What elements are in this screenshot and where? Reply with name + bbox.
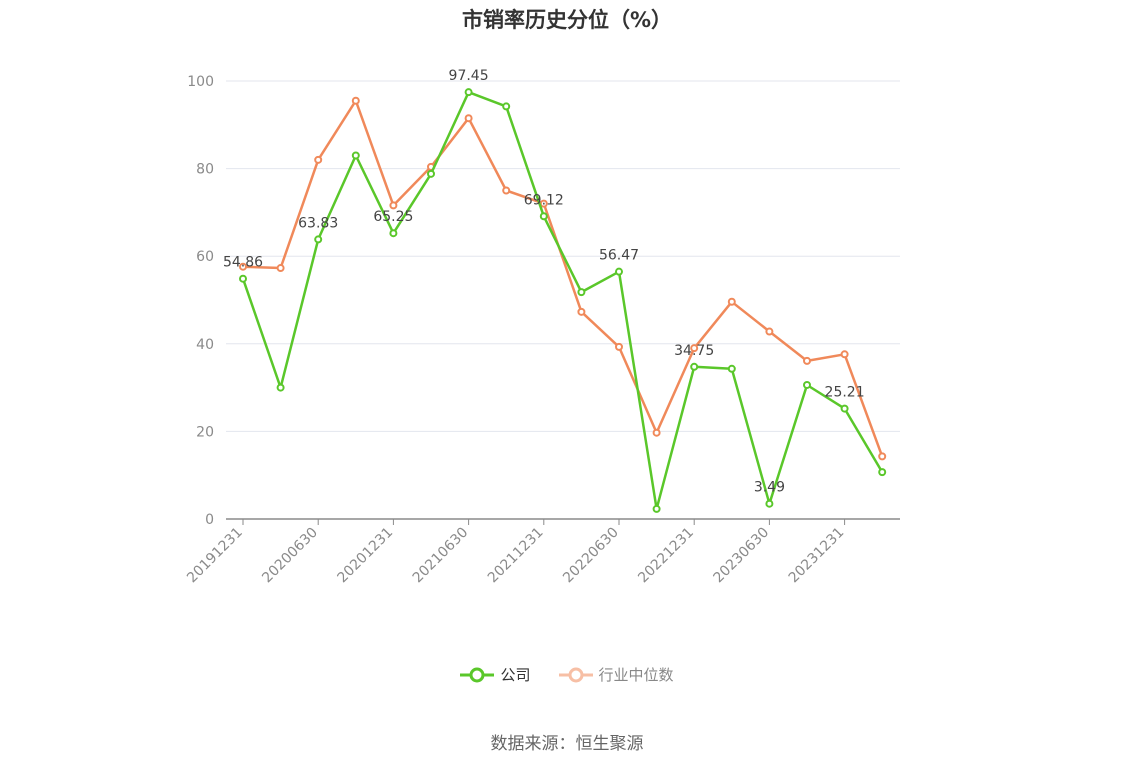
data-label-company-14: 3.49 [754,480,785,496]
y-tick-label-100: 100 [187,74,214,90]
source-text: 数据来源：恒生聚源 [490,734,644,754]
x-tick-label-20211231: 20211231 [485,525,547,587]
legend-label-industry-median: 行业中位数 [598,666,674,684]
data-point-industry-median-13[interactable] [727,297,736,306]
series-line-industry-median [242,99,884,457]
data-point-industry-median-6[interactable] [464,114,473,123]
data-point-company-14[interactable] [765,499,774,508]
data-point-company-10[interactable] [615,267,623,276]
x-tick-label-20220630: 20220630 [560,525,622,587]
legend-label-company: 公司 [500,666,531,684]
data-label-company-6: 97.45 [449,68,489,84]
data-point-company-7[interactable] [502,102,511,111]
data-point-company-0[interactable] [239,274,247,283]
data-point-industry-median-1[interactable] [276,264,285,273]
x-tick-label-20230630: 20230630 [711,525,773,587]
data-point-company-4[interactable] [389,229,398,238]
data-label-company-12: 34.75 [674,343,714,359]
x-tick-label-20210630: 20210630 [410,525,472,587]
y-tick-label-20: 20 [196,424,214,440]
x-tick-label-20231231: 20231231 [786,525,848,587]
data-point-industry-median-11[interactable] [652,428,661,437]
data-label-company-0: 54.86 [223,255,263,271]
series-line-company [241,90,884,511]
data-label-company-8: 69.12 [524,192,564,208]
data-point-company-6[interactable] [464,88,473,97]
y-tick-label-40: 40 [196,337,214,353]
data-point-industry-median-10[interactable] [615,342,623,351]
data-point-company-3[interactable] [351,151,360,160]
data-point-industry-median-14[interactable] [765,327,774,336]
data-point-company-5[interactable] [427,169,435,178]
legend-swatch-industry-median [558,667,593,682]
data-point-industry-median-17[interactable] [878,452,887,461]
data-point-company-13[interactable] [727,364,736,373]
data-point-industry-median-12[interactable] [690,344,699,353]
x-tick-label-20191231: 20191231 [184,525,246,587]
label-layer: 54.86 63.83 65.25 97.45 69.12 56.47 34.75 3.49 2… [223,68,865,496]
data-label-company-10: 56.47 [599,248,639,264]
data-label-company-2: 63.83 [298,215,338,231]
data-point-industry-median-15[interactable] [803,356,811,365]
y-tick-label-80: 80 [196,162,214,178]
data-point-company-2[interactable] [314,235,323,244]
data-point-company-11[interactable] [652,504,661,513]
data-point-company-12[interactable] [690,362,699,371]
x-tick-label-20200630: 20200630 [259,525,321,587]
y-tick-label-60: 60 [196,249,214,265]
legend: 公司 行业中位数 [0,664,1134,685]
data-point-industry-median-8[interactable] [539,199,548,208]
data-point-company-15[interactable] [803,380,811,389]
legend-item-company[interactable]: 公司 [460,664,531,685]
data-point-company-9[interactable] [577,288,586,297]
data-point-industry-median-2[interactable] [314,155,323,164]
x-tick-label-20201231: 20201231 [335,525,397,587]
series-layer [239,88,887,513]
legend-swatch-company [460,667,495,682]
data-point-industry-median-3[interactable] [351,96,360,105]
x-tick-label-20221231: 20221231 [635,525,697,587]
data-point-industry-median-9[interactable] [577,307,586,316]
data-point-company-16[interactable] [840,404,849,413]
data-point-company-1[interactable] [276,383,285,392]
data-point-company-8[interactable] [539,212,548,221]
legend-item-industry-median[interactable]: 行业中位数 [558,664,674,685]
y-tick-label-0: 0 [205,512,214,528]
data-point-industry-median-7[interactable] [502,186,511,195]
chart-title: 市销率历史分位（%） [461,8,673,32]
data-point-industry-median-4[interactable] [389,201,398,210]
data-label-company-4: 65.25 [373,209,413,225]
data-point-company-17[interactable] [878,468,887,477]
data-point-industry-median-16[interactable] [840,350,849,359]
data-point-industry-median-0[interactable] [239,262,247,271]
data-label-company-16: 25.21 [825,385,865,401]
